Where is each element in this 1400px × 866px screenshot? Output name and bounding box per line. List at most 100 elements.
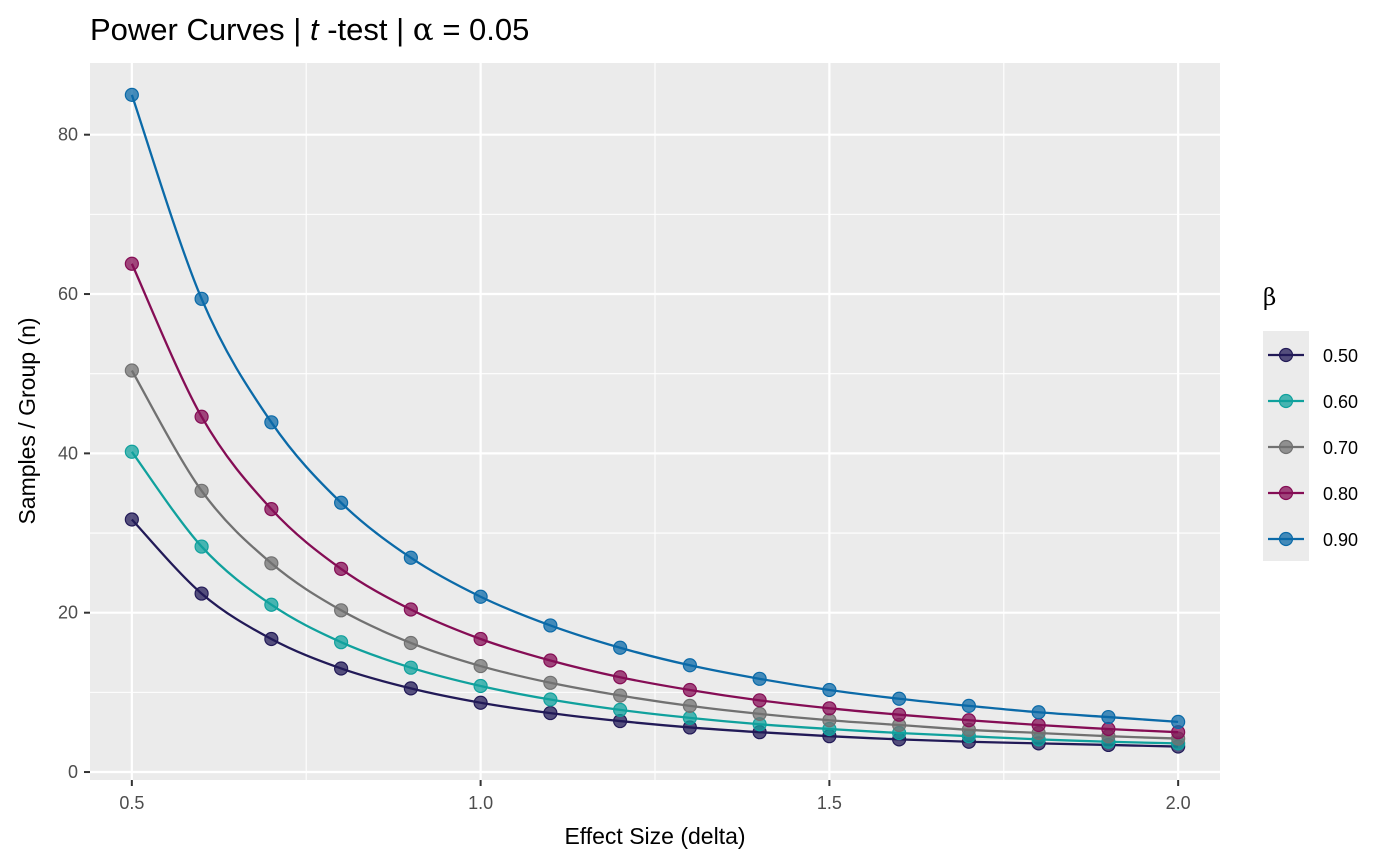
title-alpha-symbol: α [413, 12, 434, 48]
data-point [682, 682, 697, 698]
data-point [682, 658, 697, 673]
data-point [403, 660, 418, 675]
tick-labels: 0.5 1.0 1.5 2.0 0 20 40 60 80 [58, 125, 1191, 813]
title-middle: -test | [319, 12, 413, 47]
title-prefix: Power Curves | [90, 12, 310, 47]
data-point [194, 291, 209, 306]
data-point [613, 688, 628, 703]
y-tick-label: 80 [58, 125, 78, 145]
legend-key-point [1278, 531, 1294, 547]
data-point [264, 556, 279, 571]
legend-item: 0.80 [1268, 484, 1358, 504]
data-point [892, 707, 907, 722]
data-point [543, 675, 558, 690]
x-tick-label: 1.0 [468, 793, 493, 813]
title-italic-t: t [310, 12, 320, 47]
major-gridlines [90, 63, 1220, 780]
legend-key-point [1278, 439, 1294, 455]
data-point [613, 640, 628, 655]
minor-gridlines [90, 63, 1220, 780]
data-point [334, 561, 349, 576]
data-point [961, 698, 976, 714]
legend-key-point [1278, 347, 1294, 363]
x-tick-label: 2.0 [1166, 793, 1191, 813]
data-point [473, 658, 488, 674]
legend-label: 0.90 [1323, 530, 1358, 550]
data-point [403, 681, 418, 696]
x-axis-title: Effect Size (delta) [564, 823, 745, 849]
y-tick-label: 0 [68, 762, 78, 782]
data-point [403, 550, 418, 565]
data-point [264, 502, 279, 517]
title-suffix: = 0.05 [434, 12, 530, 47]
data-point [822, 701, 837, 716]
x-tick-label: 0.5 [119, 793, 144, 813]
data-point [543, 618, 558, 633]
data-point [124, 363, 139, 378]
series-layer [124, 87, 1186, 754]
data-point [334, 661, 349, 676]
series-0.70 [124, 363, 1186, 746]
series-line [130, 451, 1179, 745]
data-point [822, 713, 837, 728]
data-point [543, 692, 558, 707]
data-point [334, 495, 349, 510]
data-point [682, 710, 697, 725]
legend-label: 0.60 [1323, 392, 1358, 412]
data-point [543, 653, 558, 668]
data-point [543, 705, 558, 721]
data-point [124, 444, 139, 459]
legend-label: 0.50 [1323, 346, 1358, 366]
legend-key-point [1278, 393, 1294, 409]
x-tick-label: 1.5 [817, 793, 842, 813]
data-point [1031, 705, 1046, 720]
legend-title: β [1263, 285, 1276, 311]
data-point [473, 695, 488, 710]
data-point [194, 409, 209, 424]
data-point [752, 671, 767, 686]
series-line [131, 518, 1179, 748]
data-point [403, 635, 418, 651]
data-point [124, 256, 139, 271]
data-point [1031, 717, 1046, 733]
data-point [194, 586, 209, 601]
legend-items: 0.50 0.60 0.70 0.80 0.90 [1268, 346, 1358, 550]
data-point [194, 539, 209, 554]
data-point [892, 691, 907, 706]
data-point [124, 87, 139, 102]
legend: β 0.50 0.60 0.70 0.80 0.90 [1263, 285, 1358, 561]
data-point [613, 702, 628, 717]
data-point [822, 682, 837, 698]
data-point [1101, 721, 1116, 737]
series-0.90 [124, 87, 1186, 729]
axis-ticks [84, 133, 1180, 786]
data-point [334, 603, 349, 618]
series-0.80 [124, 256, 1186, 740]
y-axis-title: Samples / Group (n) [14, 317, 40, 524]
data-point [473, 631, 488, 647]
data-point [334, 635, 349, 650]
chart-title: Power Curves | t -test | α = 0.05 [90, 12, 529, 48]
legend-label: 0.70 [1323, 438, 1358, 458]
legend-key-point [1278, 485, 1294, 501]
data-point [403, 602, 418, 617]
data-point [1171, 714, 1186, 729]
y-tick-label: 60 [58, 284, 78, 304]
data-point [124, 512, 139, 527]
legend-item: 0.60 [1268, 392, 1358, 412]
data-point [264, 415, 279, 430]
data-point [264, 597, 279, 612]
data-point [1101, 709, 1116, 725]
legend-item: 0.90 [1268, 530, 1358, 550]
legend-item: 0.70 [1268, 438, 1358, 458]
data-point [264, 631, 279, 647]
data-point [682, 698, 697, 714]
data-point [194, 483, 209, 498]
data-point [613, 670, 628, 685]
y-tick-label: 20 [58, 603, 78, 623]
legend-label: 0.80 [1323, 484, 1358, 504]
data-point [752, 706, 767, 721]
legend-item: 0.50 [1268, 346, 1358, 366]
data-point [473, 589, 488, 604]
data-point [961, 713, 976, 728]
